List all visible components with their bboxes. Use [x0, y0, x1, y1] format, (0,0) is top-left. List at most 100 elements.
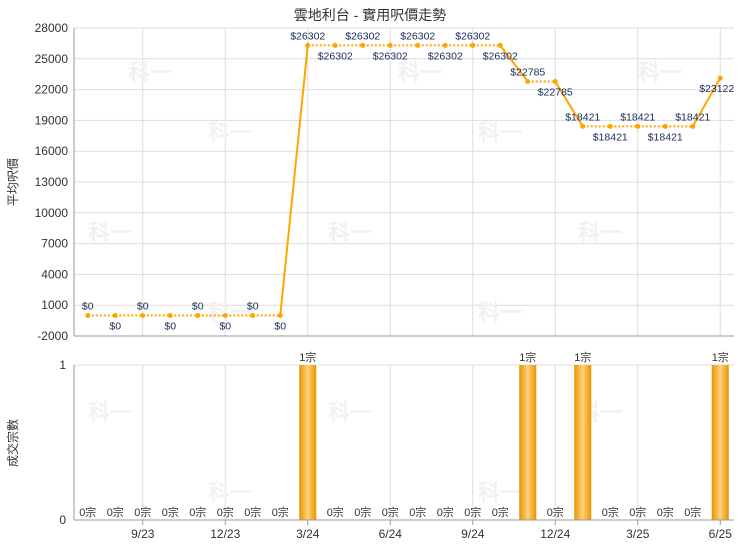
x-tick-label: 3/25 [626, 527, 650, 541]
price-data-label: $0 [164, 320, 176, 332]
watermark-text: 科一 [88, 220, 132, 245]
price-data-label: $22785 [538, 87, 573, 99]
price-series [85, 42, 723, 318]
count-data-label: 0宗 [217, 505, 234, 519]
count-data-label: 0宗 [547, 505, 564, 519]
price-data-label: $22785 [510, 67, 545, 79]
watermark-text: 科一 [398, 60, 442, 85]
count-data-label: 0宗 [327, 505, 344, 519]
price-data-label: $18421 [620, 111, 655, 123]
price-point [580, 123, 586, 129]
price-data-label: $0 [219, 320, 231, 332]
watermark-text: 科一 [578, 220, 622, 245]
count-data-label: 0宗 [437, 505, 454, 519]
price-gridlines [74, 27, 734, 337]
price-point [195, 312, 201, 318]
price-point [690, 123, 696, 129]
price-ytick-label: -2000 [37, 329, 68, 343]
price-ytick-label: 25000 [35, 52, 69, 66]
price-data-label: $26302 [318, 50, 353, 62]
count-data-label: 0宗 [189, 505, 206, 519]
x-tick-label: 9/24 [461, 527, 485, 541]
price-point [497, 42, 503, 48]
chart-title: 雲地利台 - 實用呎價走勢 [294, 7, 446, 23]
count-data-label: 0宗 [107, 505, 124, 519]
price-data-label: $18421 [565, 111, 600, 123]
count-data-labels: 0宗 0宗 0宗 0宗 0宗 0宗 0宗 0宗 1宗 0宗 0宗 0宗 0宗 0宗 0宗 0宗 1宗 0宗 1宗 0宗… [79, 350, 729, 519]
watermark-text: 科一 [328, 220, 372, 245]
count-data-label: 1宗 [712, 350, 729, 364]
count-data-label: 0宗 [602, 505, 619, 519]
count-axis-label: 成交宗數 [5, 419, 20, 467]
price-data-label: $0 [137, 300, 149, 312]
count-data-label: 0宗 [354, 505, 371, 519]
price-axis-label: 平均呎價 [6, 158, 20, 206]
price-point [250, 312, 256, 318]
price-ytick-label: 22000 [35, 83, 69, 97]
price-point [167, 312, 173, 318]
price-ytick-label: 1000 [41, 298, 68, 312]
count-gridlines [74, 364, 734, 521]
count-data-label: 1宗 [574, 350, 591, 364]
price-point [635, 123, 641, 129]
count-data-label: 1宗 [519, 350, 536, 364]
count-data-label: 0宗 [244, 505, 261, 519]
count-data-label: 1宗 [299, 350, 316, 364]
price-data-label: $26302 [290, 30, 325, 42]
price-point [717, 75, 723, 81]
price-data-label: $18421 [648, 131, 683, 143]
price-data-label: $0 [247, 300, 259, 312]
watermark-text: 科一 [208, 480, 252, 505]
price-ytick-label: 16000 [35, 144, 69, 158]
price-ytick-label: 10000 [35, 206, 69, 220]
price-point [332, 42, 338, 48]
watermark-text: 科一 [208, 120, 252, 145]
x-tick-label: 6/24 [379, 527, 403, 541]
x-tick-label: 3/24 [296, 527, 320, 541]
price-data-label: $26302 [455, 30, 490, 42]
x-tick-label: 6/25 [709, 527, 733, 541]
price-point [387, 42, 393, 48]
count-bar [519, 365, 537, 520]
count-ytick-label: 1 [59, 358, 66, 372]
watermark-text: 科一 [208, 300, 252, 325]
price-data-label: $26302 [345, 30, 380, 42]
count-data-label: 0宗 [464, 505, 481, 519]
price-point [662, 123, 668, 129]
count-bar [711, 365, 729, 520]
price-ytick-label: 4000 [41, 267, 68, 281]
price-line-segment [499, 44, 529, 83]
price-ytick-label: 7000 [41, 237, 68, 251]
price-axes: -2000 1000 4000 7000 10000 13000 16000 19000 220… [35, 21, 734, 343]
watermark-text: 科一 [88, 400, 132, 425]
price-data-label: $18421 [593, 131, 628, 143]
count-data-label: 0宗 [382, 505, 399, 519]
price-data-label: $26302 [400, 30, 435, 42]
count-data-label: 0宗 [134, 505, 151, 519]
count-ytick-label: 0 [59, 513, 66, 527]
price-point [552, 79, 558, 85]
price-data-label: $26302 [483, 50, 518, 62]
price-point [140, 312, 146, 318]
watermark-text: 科一 [478, 120, 522, 145]
price-ytick-label: 28000 [35, 21, 69, 35]
price-data-label: $0 [82, 300, 94, 312]
watermark-text: 科一 [328, 400, 372, 425]
price-point [442, 42, 448, 48]
count-bars [299, 365, 729, 520]
watermark-text: 科一 [638, 60, 682, 85]
price-data-label: $23122 [699, 83, 734, 95]
price-data-label: $0 [192, 300, 204, 312]
count-data-label: 0宗 [492, 505, 509, 519]
watermark-text: 科一 [478, 300, 522, 325]
price-data-label: $0 [274, 320, 286, 332]
count-data-label: 0宗 [162, 505, 179, 519]
x-tick-label: 12/24 [540, 527, 570, 541]
watermark-text: 科一 [478, 480, 522, 505]
count-data-label: 0宗 [272, 505, 289, 519]
count-data-label: 0宗 [629, 505, 646, 519]
price-line-segment [691, 77, 722, 127]
price-ytick-label: 19000 [35, 113, 69, 127]
count-data-label: 0宗 [79, 505, 96, 519]
